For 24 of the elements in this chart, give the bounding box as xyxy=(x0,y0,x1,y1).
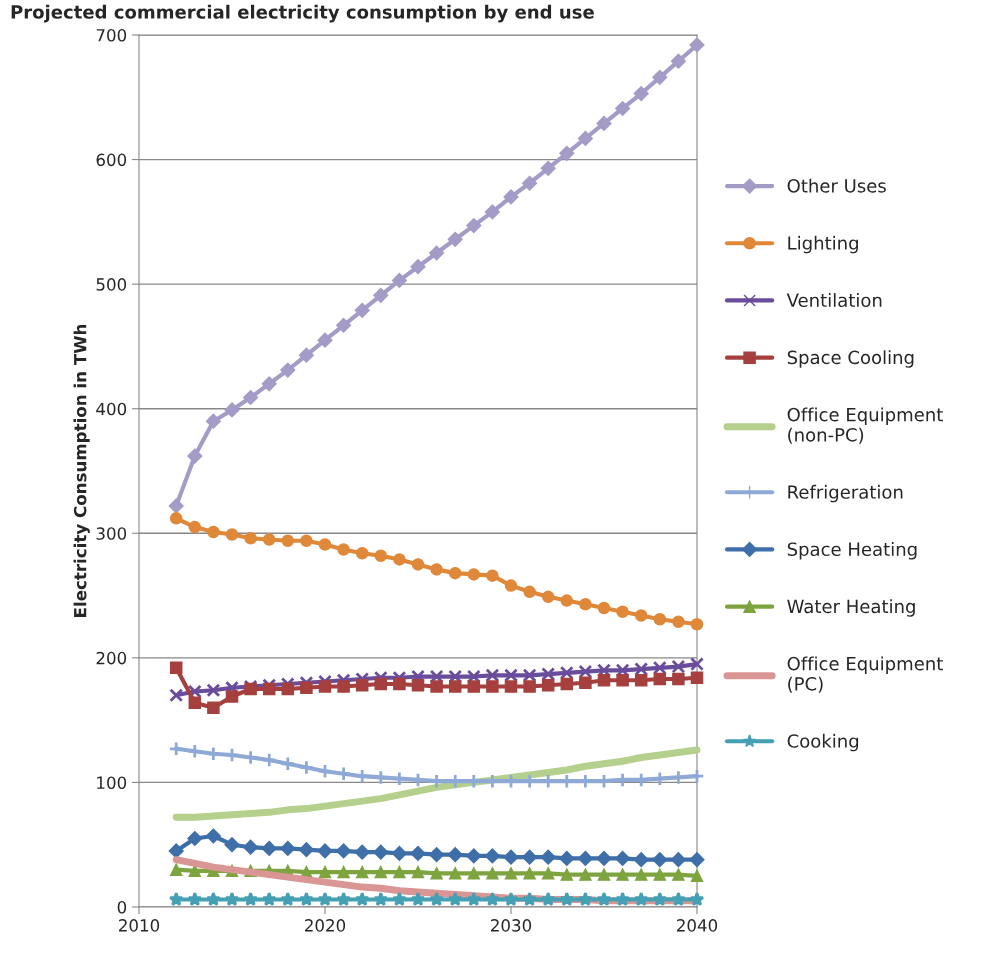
chart-title: Projected commercial electricity consumption by end use xyxy=(11,4,594,23)
legend-label: Cooking xyxy=(787,733,859,752)
y-tick-label: 400 xyxy=(96,402,127,416)
legend-label: Space Cooling xyxy=(787,350,914,368)
legend-label: Space Heating xyxy=(787,542,917,560)
x-tick-label: 2010 xyxy=(119,919,160,932)
legend-label: Office Equipment (non-PC) xyxy=(787,407,943,444)
y-axis-title: Electricity Consumption in TWh xyxy=(73,324,90,617)
legend-label: Water Heating xyxy=(787,599,915,617)
legend-label: Refrigeration xyxy=(788,484,903,503)
y-tick-label: 0 xyxy=(117,900,127,914)
legend-label: Office Equipment (PC) xyxy=(787,656,943,693)
y-tick-label: 500 xyxy=(96,278,127,291)
y-tick-label: 300 xyxy=(96,527,127,540)
x-tick-label: 2020 xyxy=(305,919,346,932)
legend-label: Ventilation xyxy=(786,293,882,308)
x-tick-label: 2040 xyxy=(677,919,718,932)
legend-label: Other Uses xyxy=(787,178,886,193)
y-tick-label: 600 xyxy=(96,153,127,167)
y-tick-label: 100 xyxy=(97,776,127,789)
y-tick-label: 700 xyxy=(96,28,127,42)
y-tick-label: 200 xyxy=(96,651,127,665)
legend-label: Lighting xyxy=(788,235,858,254)
x-tick-label: 2030 xyxy=(491,919,532,932)
